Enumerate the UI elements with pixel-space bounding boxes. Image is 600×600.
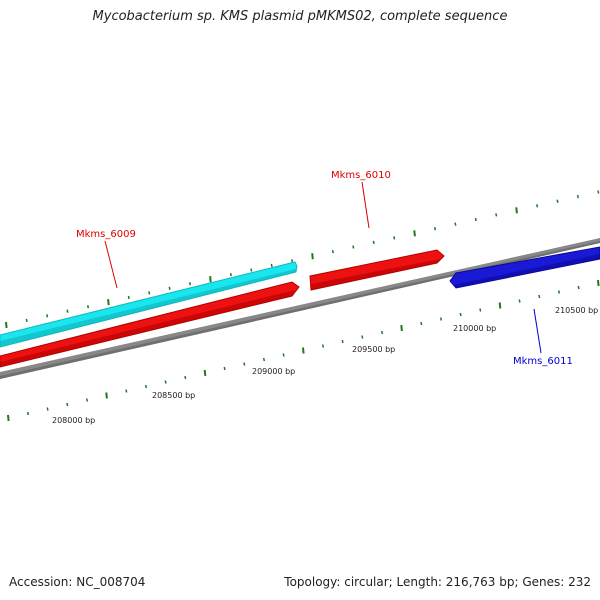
inner-minor-tick: [577, 285, 580, 290]
inner-minor-tick: [361, 335, 364, 339]
inner-minor-tick: [459, 312, 462, 317]
outer-minor-tick: [188, 282, 192, 286]
inner-minor-tick: [184, 375, 187, 380]
outer-minor-tick: [331, 249, 334, 254]
ruler-label: 210500 bp: [555, 306, 598, 315]
inner-minor-tick: [321, 344, 325, 348]
inner-minor-tick: [420, 321, 423, 326]
label-connector-6011: [533, 308, 542, 354]
inner-major-tick: [302, 347, 305, 354]
inner-minor-tick: [164, 380, 167, 384]
gene-mkms-6009-red[interactable]: [0, 281, 300, 368]
inner-minor-tick: [26, 411, 30, 416]
inner-major-tick: [498, 302, 502, 309]
gene-mkms-6011[interactable]: [449, 246, 600, 289]
outer-minor-tick: [556, 199, 559, 203]
outer-major-tick: [209, 276, 212, 283]
inner-minor-tick: [85, 398, 89, 402]
inner-minor-tick: [380, 330, 384, 335]
outer-minor-tick: [86, 305, 90, 309]
outer-minor-tick: [229, 272, 232, 277]
label-connector-6009: [104, 240, 118, 289]
inner-minor-tick: [538, 294, 541, 299]
outer-minor-tick: [66, 309, 69, 313]
outer-minor-tick: [148, 291, 151, 295]
inner-minor-tick: [262, 357, 266, 362]
outer-major-tick: [515, 207, 518, 214]
ruler-label: 208500 bp: [152, 391, 195, 400]
inner-minor-tick: [46, 407, 49, 411]
outer-minor-tick: [372, 240, 375, 245]
ruler-label: 209500 bp: [352, 345, 395, 354]
outer-major-tick: [107, 299, 110, 306]
outer-minor-tick: [168, 286, 171, 290]
outer-minor-tick: [25, 318, 28, 323]
ruler-label: 208000 bp: [52, 416, 95, 425]
inner-minor-tick: [439, 317, 443, 321]
gene-label-mkms-6009[interactable]: Mkms_6009: [76, 229, 136, 240]
ruler-labels: 208000 bp 208500 bp 209000 bp 209500 bp 2100…: [52, 306, 598, 425]
gene-mkms-6010[interactable]: [309, 249, 445, 291]
outer-minor-tick: [250, 268, 253, 272]
outer-minor-tick: [393, 236, 396, 240]
ruler-label: 210000 bp: [453, 324, 496, 333]
gene-label-mkms-6010[interactable]: Mkms_6010: [331, 170, 391, 181]
inner-minor-tick: [223, 366, 226, 371]
outer-minor-tick: [495, 213, 498, 217]
outer-minor-tick: [352, 245, 355, 249]
outer-major-tick: [5, 321, 8, 329]
accession-text: Accession: NC_008704: [9, 575, 146, 589]
outer-minor-tick: [474, 217, 477, 222]
outer-minor-tick: [46, 314, 49, 318]
inner-minor-tick: [243, 362, 246, 366]
backbone: [0, 238, 600, 379]
outer-major-tick: [413, 230, 416, 237]
outer-minor-tick: [454, 222, 457, 226]
outer-major-tick: [311, 253, 314, 260]
inner-minor-tick: [341, 339, 344, 344]
outer-minor-tick: [576, 194, 579, 199]
outer-minor-tick: [291, 259, 294, 263]
inner-minor-tick: [557, 290, 561, 294]
inner-minor-tick: [66, 402, 69, 407]
inner-minor-tick: [144, 384, 148, 389]
gene-label-mkms-6011[interactable]: Mkms_6011: [513, 356, 573, 367]
outer-minor-tick: [127, 295, 130, 300]
inner-minor-tick: [282, 353, 285, 357]
inner-major-tick: [597, 279, 600, 287]
inner-minor-tick: [479, 308, 482, 312]
outer-minor-tick: [433, 227, 437, 231]
inner-major-tick: [400, 324, 403, 332]
label-connector-6010: [361, 181, 370, 229]
map-title: Mycobacterium sp. KMS plasmid pMKMS02, c…: [92, 9, 508, 24]
outer-minor-tick: [536, 204, 539, 208]
inner-minor-tick: [518, 299, 521, 303]
inner-major-tick: [7, 414, 10, 422]
outer-minor-tick: [270, 263, 273, 268]
outer-minor-tick: [597, 190, 600, 194]
gene-mkms-6009-cyan[interactable]: [0, 261, 298, 348]
outer-tick-ring: [5, 190, 600, 329]
inner-minor-tick: [125, 389, 128, 393]
ruler-label: 209000 bp: [252, 367, 295, 376]
topology-summary: Topology: circular; Length: 216,763 bp; …: [284, 575, 591, 589]
inner-tick-ring: [7, 279, 600, 422]
inner-major-tick: [105, 392, 108, 399]
inner-major-tick: [203, 369, 207, 377]
